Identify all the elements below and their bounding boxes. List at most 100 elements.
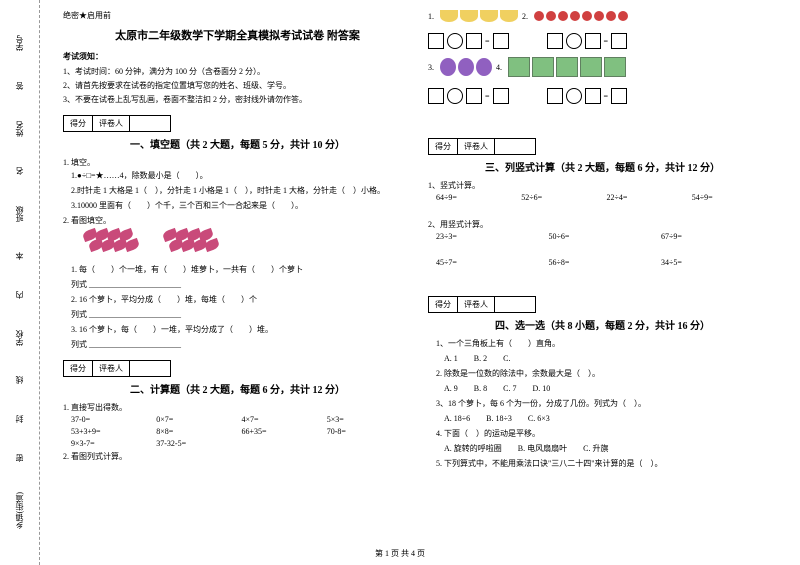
calc-item: 37-0= — [71, 415, 156, 424]
eq-line-2: = — [547, 33, 628, 49]
score-box-4: 得分 评卷人 — [428, 296, 536, 313]
sidebar-mark-ben: 本 — [14, 252, 25, 260]
gift-icon — [508, 57, 530, 77]
eq-line-3: = — [428, 88, 509, 104]
answer-box[interactable] — [585, 88, 601, 104]
apple-icon — [594, 11, 604, 21]
fruit-label-4: 4. — [496, 63, 502, 72]
q2-1: 1. 每（ ）个一堆，有（ ）堆萝卜，一共有（ ）个萝卜 — [63, 264, 412, 276]
q7-1: 1、一个三角板上有（ ）直角。 — [428, 338, 777, 350]
grader-label: 评卷人 — [458, 297, 495, 312]
q2-3b: 列式 _______________________ — [63, 339, 412, 351]
q2-num: 2. 看图填空。 — [63, 215, 412, 226]
answer-box[interactable] — [493, 88, 509, 104]
leaf-cluster-2 — [163, 230, 223, 260]
apple-icon — [582, 11, 592, 21]
sidebar-mark-ming: 名 — [14, 167, 25, 175]
right-column: 1. 2. — [420, 10, 785, 555]
op-circle[interactable] — [566, 88, 582, 104]
calc-item: 64÷9= — [436, 193, 521, 202]
banana-icon — [460, 10, 478, 22]
notice-2: 2、请首先按要求在试卷的指定位置填写您的姓名、班级、学号。 — [63, 80, 412, 91]
equals-sign: = — [485, 92, 490, 101]
apple-icon — [606, 11, 616, 21]
score-box-3: 得分 评卷人 — [428, 138, 536, 155]
grader-label: 评卷人 — [93, 116, 130, 131]
q7-2: 2. 除数是一位数的除法中，余数最大是（ ）。 — [428, 368, 777, 380]
section-3-title: 三、列竖式计算（共 2 大题，每题 6 分，共计 12 分） — [428, 159, 777, 174]
answer-box[interactable] — [466, 33, 482, 49]
exam-title: 太原市二年级数学下学期全真模拟考试试卷 附答案 — [63, 27, 412, 43]
sidebar-banji: 班级 — [14, 206, 25, 222]
calc-item: 9×3-7= — [71, 439, 156, 448]
eq-row-2: = = — [428, 85, 777, 104]
grader-label: 评卷人 — [93, 361, 130, 376]
gift-icon — [604, 57, 626, 77]
score-box-2: 得分 评卷人 — [63, 360, 171, 377]
fruit-row-1: 1. 2. — [428, 10, 777, 22]
sidebar-mark-xian: 线 — [14, 376, 25, 384]
answer-box[interactable] — [547, 33, 563, 49]
answer-box[interactable] — [428, 88, 444, 104]
sidebar-xuexiao: 学校 — [14, 330, 25, 346]
apple-icon — [546, 11, 556, 21]
eq-line-1: = — [428, 33, 509, 49]
score-blank — [495, 139, 535, 154]
calc-item: 0×7= — [156, 415, 241, 424]
calc-row-q5: 64÷9= 52÷6= 22÷4= 54÷9= — [428, 193, 777, 205]
q2-3: 3. 16 个萝卜，每（ ）一堆，平均分成了（ ）堆。 — [63, 324, 412, 336]
leaf-cluster-1 — [83, 230, 143, 260]
q6-num: 2、用竖式计算。 — [428, 219, 777, 230]
grape-icon — [458, 58, 474, 76]
fruit-label-2: 2. — [522, 12, 528, 21]
answer-box[interactable] — [611, 33, 627, 49]
grape-icon — [440, 58, 456, 76]
binding-sidebar: 学号 答 姓名 名 班级 本 内 学校 线 封 密 乡镇(街道) — [0, 0, 40, 565]
leaf-image-row — [83, 230, 412, 260]
sidebar-mark-nei: 内 — [14, 291, 25, 299]
score-box-1: 得分 评卷人 — [63, 115, 171, 132]
q1-3: 3.10000 里面有（ ）个千，三个百和三个一合起来是（ ）。 — [63, 200, 412, 212]
answer-box[interactable] — [466, 88, 482, 104]
sidebar-xiangzhen: 乡镇(街道) — [14, 492, 25, 529]
sidebar-mark-da: 答 — [14, 82, 25, 90]
q7-3: 3、18 个萝卜，每 6 个为一份，分成了几份。列式为（ ）。 — [428, 398, 777, 410]
q2-2: 2. 16 个萝卜，平均分成（ ）堆，每堆（ ）个 — [63, 294, 412, 306]
equals-sign: = — [485, 37, 490, 46]
sidebar-mark-feng: 封 — [14, 415, 25, 423]
op-circle[interactable] — [447, 33, 463, 49]
equals-sign: = — [604, 92, 609, 101]
answer-box[interactable] — [585, 33, 601, 49]
score-label: 得分 — [64, 361, 93, 376]
grape-icon — [476, 58, 492, 76]
gift-icon — [556, 57, 578, 77]
calc-row-q6a: 23÷3= 50÷6= 67÷9= — [428, 232, 777, 244]
answer-box[interactable] — [547, 88, 563, 104]
q2-2b: 列式 _______________________ — [63, 309, 412, 321]
banana-icon — [440, 10, 458, 22]
gift-group — [508, 57, 626, 77]
left-column: 绝密★启用前 太原市二年级数学下学期全真模拟考试试卷 附答案 考试须知： 1、考… — [55, 10, 420, 555]
calc-item: 37-32-5= — [156, 439, 241, 448]
main-content: 绝密★启用前 太原市二年级数学下学期全真模拟考试试卷 附答案 考试须知： 1、考… — [40, 0, 800, 565]
answer-box[interactable] — [611, 88, 627, 104]
calc-item: 52÷6= — [521, 193, 606, 202]
apple-icon — [618, 11, 628, 21]
answer-box[interactable] — [428, 33, 444, 49]
calc-item: 4×7= — [242, 415, 327, 424]
q7-1o: A. 1 B. 2 C. — [428, 353, 777, 365]
score-blank — [130, 361, 170, 376]
notice-title: 考试须知： — [63, 51, 412, 62]
answer-box[interactable] — [493, 33, 509, 49]
apple-icon — [558, 11, 568, 21]
eq-row-1: = = — [428, 30, 777, 49]
calc-item: 5×3= — [327, 415, 412, 424]
sidebar-mark-mi: 密 — [14, 454, 25, 462]
q1-1: 1.●÷□=★……4，除数最小是（ ）。 — [63, 170, 412, 182]
op-circle[interactable] — [447, 88, 463, 104]
gift-icon — [580, 57, 602, 77]
q7-5: 5. 下列算式中，不能用乘法口诀"三八二十四"来计算的是（ ）。 — [428, 458, 777, 470]
grape-group — [440, 58, 492, 76]
op-circle[interactable] — [566, 33, 582, 49]
equals-sign: = — [604, 37, 609, 46]
